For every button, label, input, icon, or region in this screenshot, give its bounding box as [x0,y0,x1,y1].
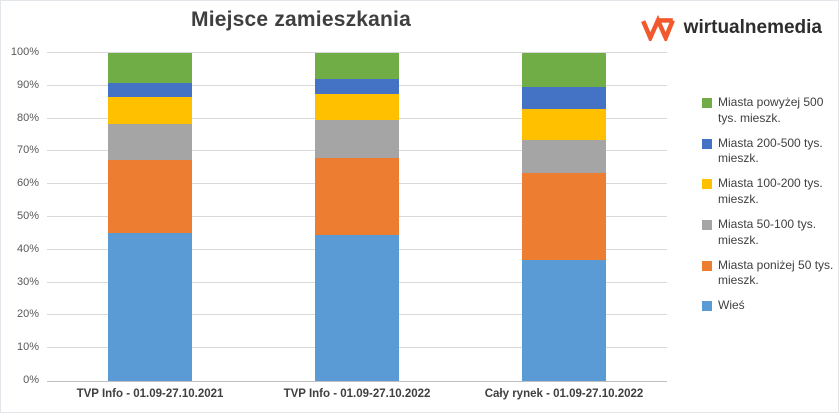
bar-segment [108,233,192,381]
legend-label: Miasta 100-200 tys. mieszk. [718,176,823,207]
x-axis-line [47,381,667,382]
legend-label: Miasta 50-100 tys. mieszk. [718,216,817,247]
legend-label: Miasta poniżej 50 tys. mieszk. [718,257,834,288]
y-tick-label: 20% [16,308,39,320]
legend-item: Wieś [702,298,838,314]
y-tick-label: 30% [16,276,39,288]
legend-swatch [702,260,712,271]
y-tick-label: 10% [16,341,39,353]
y-tick-label: 40% [16,243,39,255]
brand-logo: wirtualnemedia [640,14,822,41]
legend-swatch [702,138,712,149]
y-tick-label: 100% [10,46,39,58]
brand-name: wirtualnemedia [683,16,822,38]
bar-segment [522,87,606,109]
x-category-label: TVP Info - 01.09-27.10.2022 [283,388,431,400]
y-tick-label: 70% [16,144,39,156]
chart-title: Miejsce zamieszkania [191,8,411,31]
bar-segment [315,235,399,381]
bar-segment [315,79,399,95]
y-tick-label: 80% [16,112,39,124]
bar-segment [522,172,606,260]
plot-area: 0% 10% 20% 30% 40% 50% 60% 70% 80% 90% 100% TVP Inf… [11,46,667,400]
legend-item: Miasta poniżej 50 tys. mieszk. [702,258,838,290]
bar-segment [315,157,399,236]
wm-logo-icon [640,14,675,41]
y-tick-label: 90% [16,79,39,91]
legend-item: Miasta 200-500 tys. mieszk. [702,136,838,168]
legend-swatch [702,179,712,190]
bar-segment [522,108,606,140]
legend-swatch [702,219,712,230]
bar-segment [522,259,606,381]
y-tick-label: 60% [16,177,39,189]
x-category-label: TVP Info - 01.09-27.10.2021 [76,388,224,400]
legend-item: Miasta 100-200 tys. mieszk. [702,176,838,208]
legend: Miasta powyżej 500 tys. mieszk. Miasta 20… [702,95,838,323]
legend-swatch [702,301,712,312]
bar-segment [522,139,606,173]
legend-label: Wieś [718,298,745,313]
legend-swatch [702,98,712,108]
stacked-bar [315,53,399,381]
legend-item: Miasta powyżej 500 tys. mieszk. [702,95,838,127]
gridline [47,52,667,53]
legend-label: Miasta powyżej 500 tys. mieszk. [718,95,824,125]
bar-segment [108,159,192,234]
bar-segment [522,53,606,88]
legend-label: Miasta 200-500 tys. mieszk. [718,135,823,166]
stacked-bar [108,53,192,381]
bar-segment [108,53,192,83]
y-tick-label: 0% [23,374,39,386]
bar-segment [108,82,192,98]
stacked-bar [522,53,606,381]
bar-segment [315,53,399,80]
bar-segment [108,123,192,160]
bar-segment [108,97,192,124]
legend-item: Miasta 50-100 tys. mieszk. [702,217,838,249]
bar-segment [315,94,399,121]
x-category-label: Cały rynek - 01.09-27.10.2022 [484,388,644,400]
y-tick-label: 50% [16,210,39,222]
bar-segment [315,120,399,158]
